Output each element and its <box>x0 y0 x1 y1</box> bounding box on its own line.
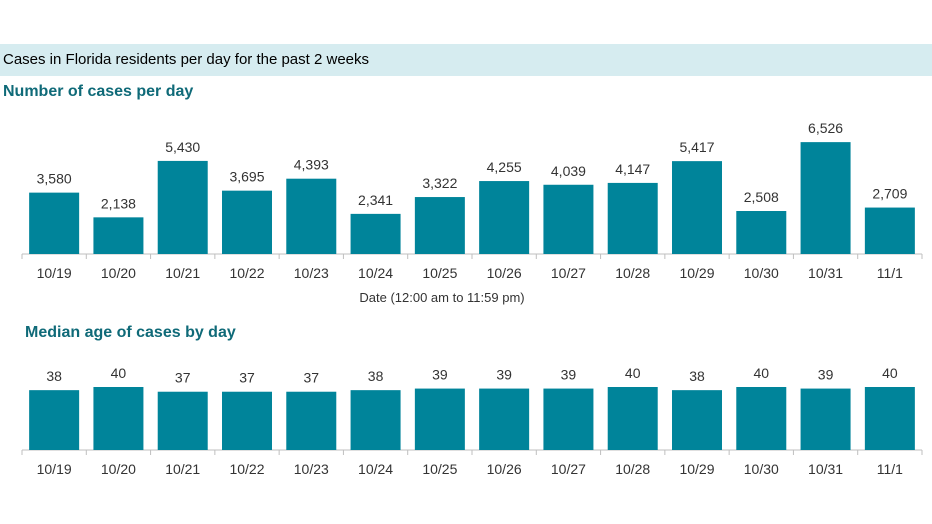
bar <box>800 142 851 254</box>
median-age-chart: 38 10/19 40 10/20 37 10/21 37 10/22 37 10/23 38 10/… <box>21 365 923 477</box>
bar <box>479 181 530 254</box>
x-tick-label: 10/19 <box>37 461 72 477</box>
x-tick-label: 10/31 <box>808 265 843 281</box>
bar <box>736 211 787 254</box>
bar-value-label: 37 <box>175 370 191 386</box>
bar <box>93 217 144 254</box>
cases-per-day-chart: 3,580 10/19 2,138 10/20 5,430 10/21 3,695 10/22… <box>21 120 923 305</box>
x-tick-label: 10/27 <box>551 461 586 477</box>
x-tick-label: 10/23 <box>294 265 329 281</box>
bar-value-label: 4,255 <box>487 159 522 175</box>
bar <box>800 388 851 450</box>
bar <box>286 391 337 450</box>
bar-value-label: 37 <box>239 370 255 386</box>
bar-value-label: 40 <box>111 365 127 381</box>
x-tick-label: 10/19 <box>37 265 72 281</box>
bar <box>672 161 722 254</box>
x-tick-label: 11/1 <box>877 461 903 477</box>
bar-value-label: 39 <box>432 367 448 383</box>
bar-value-label: 2,138 <box>101 195 136 211</box>
bar <box>29 390 80 450</box>
x-tick-label: 10/26 <box>487 265 522 281</box>
bar-value-label: 2,709 <box>872 186 907 202</box>
cases-chart-title: Number of cases per day <box>3 83 194 100</box>
chart-banner: Cases in Florida residents per day for t… <box>0 44 932 76</box>
bar <box>157 391 208 450</box>
bar-value-label: 4,393 <box>294 157 329 173</box>
bar <box>29 192 80 254</box>
x-tick-label: 10/25 <box>422 461 457 477</box>
x-tick-label: 10/30 <box>744 265 779 281</box>
x-tick-label: 10/27 <box>551 265 586 281</box>
x-tick-label: 10/20 <box>101 461 136 477</box>
bar-value-label: 5,430 <box>165 139 200 155</box>
bar-value-label: 3,695 <box>229 169 264 185</box>
bar <box>607 387 658 450</box>
x-tick-label: 10/22 <box>229 461 264 477</box>
median-age-chart-title: Median age of cases by day <box>25 324 236 341</box>
bar-value-label: 3,580 <box>37 171 72 187</box>
bar-value-label: 38 <box>368 368 384 384</box>
bar <box>350 213 401 254</box>
x-tick-label: 10/22 <box>229 265 264 281</box>
bar <box>350 390 401 450</box>
bar <box>864 207 915 254</box>
bar-value-label: 3,322 <box>422 175 457 191</box>
bar-value-label: 38 <box>689 368 705 384</box>
x-tick-label: 10/24 <box>358 265 393 281</box>
x-tick-label: 10/26 <box>487 461 522 477</box>
bar-value-label: 39 <box>496 367 512 383</box>
x-tick-label: 10/28 <box>615 265 650 281</box>
x-tick-label: 10/20 <box>101 265 136 281</box>
x-axis-title: Date (12:00 am to 11:59 pm) <box>359 290 524 305</box>
x-tick-label: 10/29 <box>679 265 714 281</box>
bar <box>543 388 594 450</box>
bar <box>736 387 787 450</box>
x-tick-label: 10/30 <box>744 461 779 477</box>
x-tick-label: 10/25 <box>422 265 457 281</box>
bar <box>414 388 465 450</box>
bar-value-label: 4,039 <box>551 163 586 179</box>
bar <box>414 197 465 254</box>
bar-value-label: 2,341 <box>358 192 393 208</box>
bar-value-label: 40 <box>882 365 898 381</box>
bar <box>157 160 208 254</box>
bar <box>93 387 144 450</box>
bar <box>222 391 272 450</box>
bar <box>479 388 530 450</box>
banner-title: Cases in Florida residents per day for t… <box>3 51 370 68</box>
bar <box>607 182 658 254</box>
bar <box>543 184 594 254</box>
x-tick-label: 10/21 <box>165 265 200 281</box>
bar-value-label: 39 <box>561 367 577 383</box>
bar <box>222 190 272 254</box>
x-tick-label: 11/1 <box>877 265 903 281</box>
bar-value-label: 2,508 <box>744 189 779 205</box>
bar-value-label: 40 <box>753 365 769 381</box>
x-tick-label: 10/28 <box>615 461 650 477</box>
bar-value-label: 38 <box>46 368 62 384</box>
x-tick-label: 10/21 <box>165 461 200 477</box>
bar-value-label: 37 <box>303 370 319 386</box>
bar-value-label: 40 <box>625 365 641 381</box>
bar-value-label: 5,417 <box>679 139 714 155</box>
bar-value-label: 6,526 <box>808 120 843 136</box>
bar <box>672 390 722 450</box>
x-tick-label: 10/23 <box>294 461 329 477</box>
bar-value-label: 39 <box>818 367 834 383</box>
x-tick-label: 10/24 <box>358 461 393 477</box>
x-tick-label: 10/31 <box>808 461 843 477</box>
x-tick-label: 10/29 <box>679 461 714 477</box>
bar-value-label: 4,147 <box>615 161 650 177</box>
bar <box>286 178 337 254</box>
bar <box>864 387 915 450</box>
